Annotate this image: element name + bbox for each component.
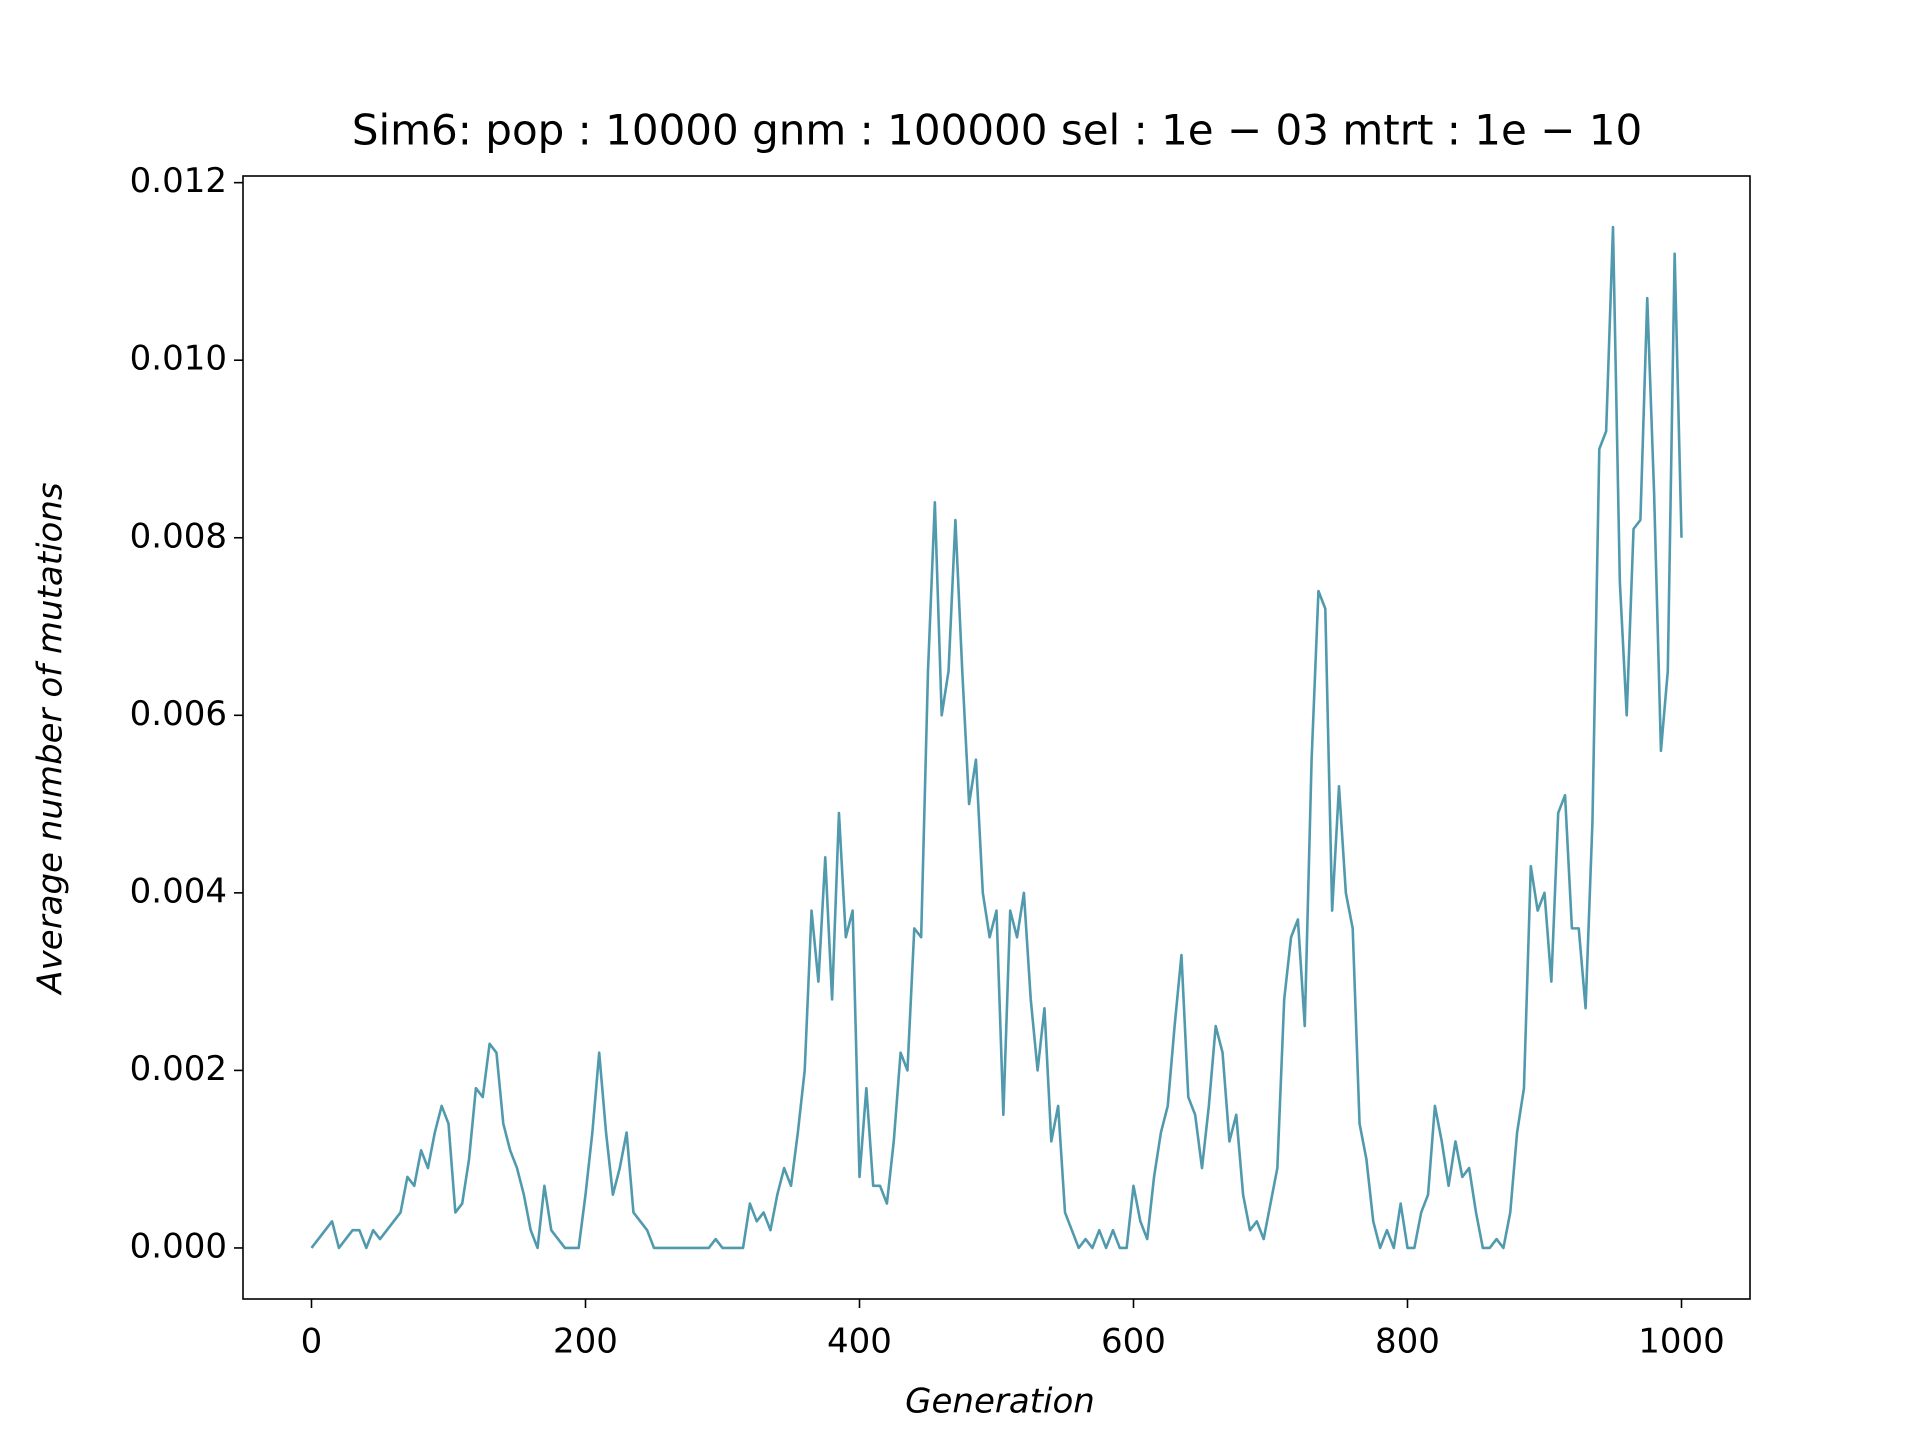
y-tick-label: 0.012	[130, 161, 227, 201]
y-tick-label: 0.002	[130, 1049, 227, 1089]
plot-frame	[242, 175, 1751, 1300]
x-tick-label: 1000	[1638, 1322, 1725, 1362]
x-tick-label: 200	[553, 1322, 618, 1362]
x-tick-label: 800	[1375, 1322, 1440, 1362]
y-tick-label: 0.000	[130, 1226, 227, 1266]
y-axis-label: Average number of mutations	[31, 482, 71, 995]
y-tick-label: 0.008	[130, 516, 227, 556]
x-tick-label: 400	[827, 1322, 892, 1362]
x-tick-label: 600	[1101, 1322, 1166, 1362]
data-line	[310, 225, 1683, 1250]
y-tick-label: 0.004	[130, 871, 227, 911]
y-tick-label: 0.006	[130, 694, 227, 734]
chart-title: Sim6: pop : 10000 gnm : 100000 sel : 1e …	[352, 106, 1642, 155]
x-axis-label: Generation	[905, 1382, 1095, 1422]
x-tick-label: 0	[301, 1322, 323, 1362]
y-tick-label: 0.010	[130, 339, 227, 379]
